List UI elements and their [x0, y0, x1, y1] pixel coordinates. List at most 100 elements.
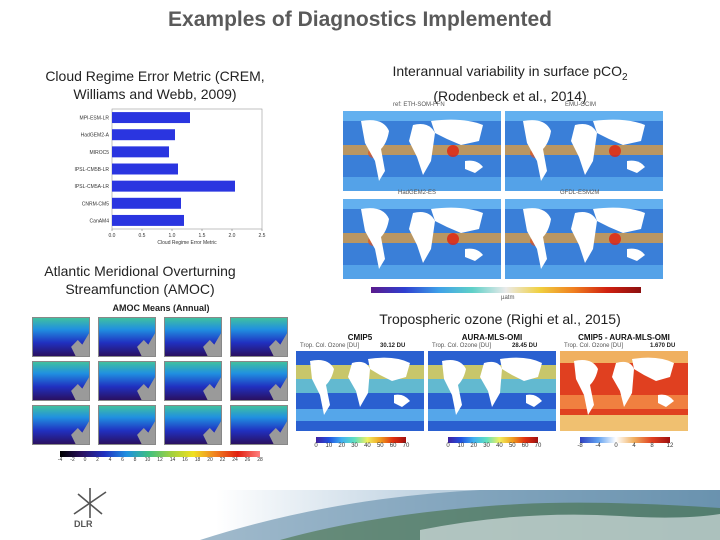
amoc-bathymetry — [269, 333, 287, 356]
amoc-colorbar-tick-label: 2 — [96, 457, 99, 463]
crem-xtick-label: 0.0 — [109, 233, 116, 239]
ozone-map-subtitle: Trop. Col. Ozone [DU] — [564, 343, 624, 349]
amoc-panel-title: AMOC Means (Annual) — [112, 303, 210, 313]
pco2-map-label: EMU-OCIM — [565, 102, 596, 108]
amoc-caption-line1: Atlantic Meridional Overturning — [44, 263, 236, 279]
ozone-colorbar-tick-label: 70 — [534, 443, 542, 449]
ozone-colorbar-tick-label: 0 — [446, 443, 450, 449]
ozone-colorbar-tick-label: 30 — [351, 443, 358, 449]
amoc-panel: AMOC Means (Annual) -4 -2 0 2 4 6 8 10 12 14 16 18 2… — [22, 303, 300, 465]
ozone-map: CMIP5 Trop. Col. Ozone [DU] 30.12 DU 0 10… — [296, 333, 424, 455]
footer-earth-banner — [0, 490, 720, 540]
ozone-map-title: CMIP5 — [347, 333, 373, 342]
ozone-world-map — [428, 351, 556, 431]
amoc-panel-plot — [32, 361, 90, 401]
ozone-map-title: CMIP5 - AURA-MLS-OMI — [578, 333, 670, 342]
amoc-bathymetry — [71, 377, 89, 400]
amoc-colorbar-tick-label: 20 — [207, 457, 213, 463]
ozone-caption: Tropospheric ozone (Righi et al., 2015) — [379, 311, 621, 327]
dlr-logo-mark — [73, 488, 107, 518]
crem-xtick-label: 2.5 — [259, 233, 266, 239]
ozone-colorbar-tick-label: 10 — [457, 443, 465, 449]
crem-caption-line1: Cloud Regime Error Metric (CREM, — [45, 68, 265, 84]
amoc-bathymetry — [203, 333, 221, 356]
amoc-panel-plot — [98, 405, 156, 445]
amoc-colorbar-tick-label: 22 — [219, 457, 226, 463]
pco2-unit: µatm — [501, 295, 515, 301]
ozone-map: CMIP5 - AURA-MLS-OMI Trop. Col. Ozone [D… — [560, 333, 688, 455]
amoc-bathymetry — [269, 421, 287, 444]
amoc-bathymetry — [269, 377, 287, 400]
pco2-world-map — [343, 111, 501, 191]
ozone-colorbar-tick-label: 30 — [483, 443, 490, 449]
pco2-map-label: HadGEM2-ES — [398, 190, 437, 196]
crem-category-label: IPSL-CM5A-LR — [75, 184, 110, 190]
crem-bar — [112, 112, 190, 124]
amoc-colorbar-tick-label: 6 — [121, 457, 124, 463]
pco2-caption-line2: (Rodenbeck et al., 2014) — [433, 87, 587, 104]
ozone-colorbar-ticks: -8 -4 0 4 8 12 — [577, 443, 673, 451]
pco2-caption-co: CO — [601, 63, 622, 79]
pco2-map-label: GFDL-ESM2M — [560, 190, 600, 196]
crem-bar — [112, 180, 235, 192]
crem-bar-chart: MPI-ESM-LR HadGEM2-A MIROC5 IPSL-CM5B-LR IPS… — [62, 105, 272, 253]
amoc-colorbar-tick-label: 18 — [194, 457, 201, 463]
pco2-caption-sub: 2 — [622, 71, 628, 83]
pco2-caption-line1-wrap: Interannual variability in surface pCO2 — [360, 62, 660, 87]
crem-xtick-label: 1.0 — [169, 233, 176, 239]
crem-caption-line2: Williams and Webb, 2009) — [73, 86, 237, 102]
pco2-map: HadGEM2-ES — [343, 190, 501, 279]
crem-caption: Cloud Regime Error Metric (CREM, William… — [30, 67, 280, 103]
ozone-colorbar-tick-label: 20 — [470, 443, 478, 449]
amoc-bathymetry — [203, 377, 221, 400]
amoc-colorbar-ticks: -4 -2 0 2 4 6 8 10 12 14 16 18 20 22 24 26 28 — [58, 457, 263, 465]
ozone-map-value: 1.670 DU — [650, 343, 676, 349]
amoc-bathymetry — [137, 333, 155, 356]
ozone-colorbar-tick-label: 0 — [314, 443, 318, 449]
ozone-colorbar — [448, 437, 538, 443]
amoc-panel-plot — [230, 317, 288, 357]
amoc-panel-plot — [164, 361, 222, 401]
dlr-logo: DLR — [62, 486, 122, 536]
crem-bar — [112, 197, 181, 209]
amoc-bathymetry — [203, 421, 221, 444]
pco2-map: EMU-OCIM — [505, 102, 663, 191]
pco2-world-map — [505, 111, 663, 191]
amoc-caption-line2: Streamfunction (AMOC) — [65, 281, 215, 297]
pco2-colorbar — [371, 287, 641, 293]
ozone-colorbar-tick-label: 40 — [364, 443, 371, 449]
ozone-map-subtitle: Trop. Col. Ozone [DU] — [432, 343, 492, 349]
amoc-bathymetry — [137, 377, 155, 400]
amoc-bathymetry — [71, 421, 89, 444]
pco2-map: GFDL-ESM2M — [505, 190, 663, 279]
amoc-panel-plot — [32, 405, 90, 445]
crem-xtick-label: 0.5 — [139, 233, 146, 239]
ozone-colorbar — [580, 437, 670, 443]
amoc-panel-plot — [164, 317, 222, 357]
ozone-colorbar-ticks: 0 10 20 30 40 50 60 70 — [446, 443, 541, 451]
pco2-map-grid: ref: ETH-SOM-FFN EMU-OCIM HadGEM2-ES GFD… — [343, 102, 663, 301]
amoc-bathymetry — [71, 333, 89, 356]
amoc-grid — [28, 317, 296, 447]
ozone-colorbar-tick-label: 0 — [614, 443, 618, 449]
crem-category-label: MIROC5 — [90, 150, 110, 156]
ozone-colorbar-tick-label: 20 — [338, 443, 346, 449]
pco2-caption: Interannual variability in surface pCO2 … — [360, 62, 660, 105]
crem-xtick-label: 2.0 — [229, 233, 236, 239]
ozone-diff-map — [560, 351, 688, 431]
crem-bar — [112, 163, 178, 175]
amoc-panel-plot — [32, 317, 90, 357]
amoc-colorbar-tick-label: 28 — [257, 457, 263, 463]
crem-category-label: IPSL-CM5B-LR — [75, 167, 110, 173]
ozone-colorbar-tick-label: -8 — [577, 443, 583, 449]
ozone-colorbar-tick-label: 8 — [650, 443, 654, 449]
amoc-panel-plot — [164, 405, 222, 445]
amoc-colorbar-tick-label: 0 — [83, 457, 87, 463]
pco2-map-label: ref: ETH-SOM-FFN — [393, 102, 445, 108]
crem-category-label: CNRM-CM5 — [82, 201, 109, 207]
ozone-colorbar-tick-label: -4 — [595, 443, 601, 449]
ozone-map-title: AURA-MLS-OMI — [461, 333, 523, 342]
amoc-colorbar-tick-label: 12 — [157, 457, 163, 463]
pco2-caption-line1: Interannual variability in surface p — [392, 63, 601, 79]
crem-category-label: HadGEM2-A — [81, 133, 110, 139]
